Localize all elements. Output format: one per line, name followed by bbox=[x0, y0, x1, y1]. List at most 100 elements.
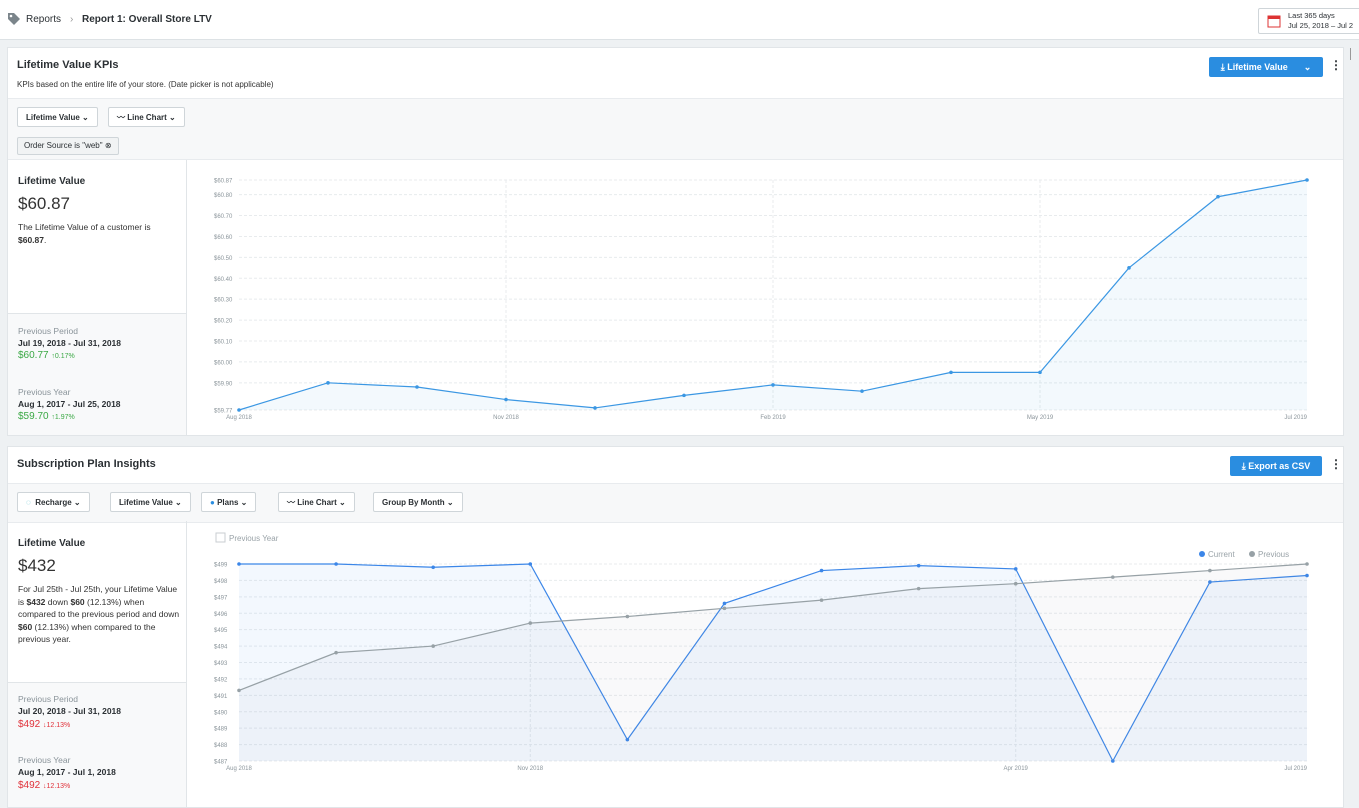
comparisons: Previous Period Jul 19, 2018 - Jul 31, 2… bbox=[8, 313, 187, 435]
filter-label: Order Source is "web" bbox=[24, 141, 103, 150]
dropdown-label: Lifetime Value bbox=[119, 498, 173, 507]
sidebar-edge bbox=[1350, 48, 1351, 60]
date-range: Last 365 days bbox=[1288, 11, 1335, 20]
button-label: Lifetime Value bbox=[1227, 62, 1288, 72]
series-area bbox=[239, 564, 1307, 761]
comparison-dates: Aug 1, 2017 - Jul 1, 2018 bbox=[18, 767, 116, 777]
date-picker[interactable]: Last 365 days Jul 25, 2018 – Jul 2 bbox=[1258, 8, 1359, 34]
chart: $59.77 $59.90 $60.00 $60.10 $60.20 $60.30 $60.… bbox=[214, 178, 1309, 421]
more-menu[interactable]: ⋮ bbox=[1330, 457, 1342, 471]
calendar-icon bbox=[1267, 15, 1281, 28]
panel-subtitle: KPIs based on the entire life of your st… bbox=[17, 80, 274, 89]
y-tick-label: $497 bbox=[214, 595, 228, 601]
series-line bbox=[239, 563, 1308, 763]
y-tick-label: $489 bbox=[214, 727, 228, 733]
change: ↓12.13% bbox=[43, 722, 71, 729]
y-tick-label: $60.40 bbox=[214, 277, 233, 283]
y-tick-label: $60.60 bbox=[214, 235, 233, 241]
data-point bbox=[860, 389, 864, 393]
kpi-summary: Lifetime Value $60.87 The Lifetime Value… bbox=[8, 160, 187, 313]
text: The Lifetime Value of a customer is bbox=[18, 222, 151, 232]
x-tick-label: Jul 2019 bbox=[1284, 415, 1307, 421]
text: (12.13%) when compared to the previous p… bbox=[18, 596, 180, 620]
text: $432 bbox=[26, 596, 46, 607]
comparison-value: $60.77 ↑0.17% bbox=[18, 350, 75, 361]
data-point bbox=[1216, 194, 1220, 199]
plans-dropdown[interactable]: ● Plans ⌄ bbox=[201, 492, 257, 512]
y-tick-label: $498 bbox=[214, 579, 228, 585]
data-point bbox=[237, 688, 241, 693]
metric-dropdown[interactable]: Lifetime Value ⌄ bbox=[17, 107, 98, 127]
y-tick-label: $488 bbox=[214, 743, 228, 749]
checkbox[interactable] bbox=[215, 532, 226, 543]
export-button[interactable]: ⤓ Export as CSV bbox=[1230, 456, 1322, 476]
chart-type-dropdown[interactable]: 〰 Line Chart ⌄ bbox=[108, 107, 185, 127]
y-tick-label: $60.30 bbox=[214, 298, 233, 304]
comparison-label: Previous Year bbox=[18, 387, 71, 397]
comparison-dates: Aug 1, 2017 - Jul 25, 2018 bbox=[18, 399, 121, 409]
x-tick-label: Nov 2018 bbox=[493, 415, 519, 421]
dropdown-label: Line Chart bbox=[297, 498, 337, 507]
y-tick-label: $60.80 bbox=[214, 193, 233, 199]
value: $59.70 bbox=[18, 411, 49, 422]
y-tick-label: $60.10 bbox=[214, 340, 233, 346]
controls-band: ◌ Recharge ⌄ Lifetime Value ⌄ ● Plans ⌄ … bbox=[8, 483, 1343, 523]
data-point bbox=[819, 598, 824, 602]
y-tick-label: $492 bbox=[214, 677, 228, 683]
x-tick-label: Jul 2019 bbox=[1284, 766, 1307, 772]
kpi-value: $60.87 bbox=[18, 194, 70, 213]
series-area bbox=[239, 564, 1307, 761]
y-tick-label: $60.70 bbox=[214, 214, 233, 220]
data-point bbox=[722, 601, 727, 606]
source-dropdown[interactable]: ◌ Recharge ⌄ bbox=[17, 492, 90, 512]
kpi-value: $432 bbox=[18, 556, 56, 575]
data-point bbox=[528, 562, 533, 566]
breadcrumb-link[interactable]: Reports bbox=[26, 14, 62, 25]
metric-dropdown[interactable]: Lifetime Value ⌄ bbox=[110, 492, 191, 512]
value: $492 bbox=[18, 780, 41, 791]
filter-chip[interactable]: Order Source is "web" ⊗ bbox=[17, 137, 119, 155]
y-tick-label: $487 bbox=[214, 760, 228, 766]
text: $60 bbox=[70, 596, 85, 607]
data-point bbox=[415, 385, 419, 389]
controls-band: Lifetime Value ⌄ 〰 Line Chart ⌄ Order So… bbox=[8, 98, 1343, 160]
checkbox-label: Previous Year bbox=[229, 534, 279, 543]
data-point bbox=[722, 606, 727, 611]
y-tick-label: $493 bbox=[214, 661, 228, 667]
y-tick-label: $490 bbox=[214, 710, 228, 716]
y-tick-label: $499 bbox=[214, 563, 228, 569]
data-point bbox=[1208, 568, 1212, 573]
kpi-panel: Lifetime Value KPIs KPIs based on the en… bbox=[7, 47, 1344, 436]
data-point bbox=[504, 397, 508, 402]
data-point bbox=[625, 614, 630, 619]
kpi-label: Lifetime Value bbox=[18, 538, 86, 549]
more-menu[interactable]: ⋮ bbox=[1330, 58, 1342, 72]
x-tick-label: Aug 2018 bbox=[226, 415, 252, 421]
dropdown-label: Lifetime Value bbox=[26, 113, 80, 122]
panel-title: Lifetime Value KPIs bbox=[17, 59, 119, 71]
tag-icon bbox=[8, 13, 20, 25]
y-tick-label: $494 bbox=[214, 645, 228, 651]
comparison-dates: Jul 19, 2018 - Jul 31, 2018 bbox=[18, 338, 122, 348]
y-tick-label: $60.87 bbox=[214, 179, 233, 185]
date-dates: Jul 25, 2018 – Jul 2 bbox=[1288, 21, 1354, 30]
data-point bbox=[1038, 370, 1042, 375]
legend-label: Current bbox=[1208, 550, 1235, 559]
chart-type-dropdown[interactable]: 〰 Line Chart ⌄ bbox=[278, 492, 355, 512]
data-point bbox=[1013, 567, 1018, 571]
data-point bbox=[334, 650, 338, 655]
data-point bbox=[625, 737, 630, 742]
series-line bbox=[238, 563, 1308, 691]
top-bar: Reports › Report 1: Overall Store LTV La… bbox=[0, 0, 1359, 40]
data-point bbox=[334, 562, 338, 566]
download-button[interactable]: ⤓ Lifetime Value ⌄ bbox=[1209, 57, 1323, 77]
data-point bbox=[326, 381, 330, 385]
data-point bbox=[593, 406, 597, 410]
group-dropdown[interactable]: Group By Month ⌄ bbox=[373, 492, 463, 512]
data-point bbox=[1305, 562, 1309, 566]
text: . bbox=[44, 234, 47, 245]
comparison-value: $492 ↓12.13% bbox=[18, 780, 70, 791]
legend-label: Previous bbox=[1258, 550, 1289, 559]
comparison-label: Previous Period bbox=[18, 694, 79, 704]
